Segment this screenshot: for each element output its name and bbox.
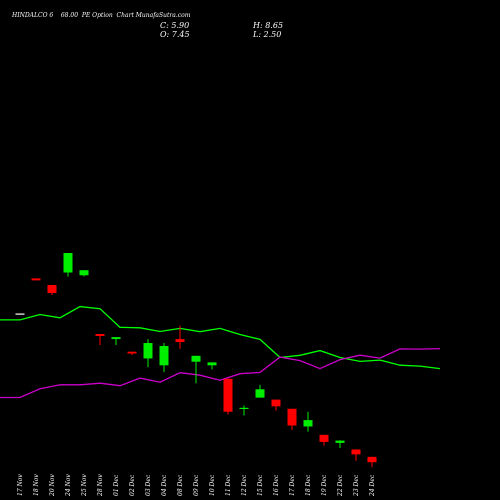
x-tick-label: 23 Dec [353, 474, 360, 497]
line-green-series [0, 305, 441, 370]
candle-body [351, 449, 361, 455]
x-tick-label: 17 Dec [289, 474, 296, 496]
candle-body [303, 420, 313, 427]
x-tick-label: 04 Dec [161, 474, 168, 496]
x-tick-label: 16 Dec [273, 474, 280, 496]
candle-12 [207, 362, 217, 370]
candle-11 [191, 355, 201, 384]
candle-9 [159, 343, 169, 373]
candle-5 [95, 334, 105, 345]
x-tick-label: 15 Dec [257, 474, 264, 496]
candle-15 [255, 384, 265, 398]
x-tick-label: 20 Nov [49, 474, 56, 497]
candle-16 [271, 399, 281, 411]
x-tick-label: 19 Dec [321, 474, 328, 496]
candle-0 [15, 313, 25, 315]
low-value: L: 2.50 [252, 30, 281, 39]
candle-body [143, 343, 153, 359]
x-axis-ticks: 17 Nov 18 Nov 20 Nov 24 Nov 25 Nov 28 Nov 01 D… [17, 474, 376, 497]
x-tick-label: 11 Dec [225, 474, 232, 496]
candle-22 [367, 456, 377, 468]
candle-body [127, 351, 137, 354]
candle-3 [63, 252, 73, 277]
x-tick-label: 10 Dec [209, 474, 216, 496]
candle-body [271, 399, 281, 407]
candle-body [47, 284, 57, 293]
candles [15, 252, 377, 468]
candle-body [159, 345, 169, 366]
candle-20 [335, 440, 345, 448]
candle-7 [127, 351, 137, 355]
x-tick-label: 12 Dec [241, 474, 248, 496]
candle-body [367, 456, 377, 463]
candle-6 [111, 337, 121, 345]
candle-body [239, 407, 249, 409]
x-tick-label: 28 Nov [97, 474, 104, 497]
chart-title: HINDALCO 6 68.00 PE Option Chart MunafaS… [11, 12, 191, 19]
close-value: C: 5.90 [160, 21, 189, 30]
candle-8 [143, 339, 153, 368]
x-tick-label: 02 Dec [129, 474, 136, 496]
candle-2 [47, 284, 57, 295]
candle-body [287, 408, 297, 426]
candle-18 [303, 411, 313, 432]
x-tick-label: 18 Nov [33, 474, 40, 496]
x-tick-label: 01 Dec [113, 474, 120, 496]
candle-body [15, 313, 25, 315]
high-value: H: 8.65 [252, 21, 283, 30]
candle-body [191, 355, 201, 362]
x-tick-label: 25 Nov [81, 474, 88, 497]
candle-body [31, 278, 41, 281]
candle-19 [319, 434, 329, 446]
candle-1 [31, 278, 41, 281]
candle-body [79, 270, 89, 276]
candle-21 [351, 449, 361, 461]
x-tick-label: 09 Dec [193, 474, 200, 496]
x-tick-label: 18 Dec [305, 474, 312, 496]
candle-10 [175, 325, 185, 349]
candle-body [207, 362, 217, 366]
x-tick-label: 17 Nov [17, 474, 24, 496]
indicator-lines [0, 305, 441, 399]
candle-body [95, 334, 105, 336]
x-tick-label: 08 Dec [177, 474, 184, 496]
x-tick-label: 22 Dec [337, 474, 344, 497]
candle-body [255, 389, 265, 398]
x-tick-label: 03 Dec [145, 474, 152, 496]
candle-13 [223, 378, 233, 415]
candle-body [319, 434, 329, 442]
candle-body [223, 378, 233, 412]
candle-17 [287, 408, 297, 430]
open-value: O: 7.45 [160, 30, 190, 39]
candle-4 [79, 270, 89, 277]
candle-body [63, 252, 73, 273]
line-magenta-series [0, 347, 441, 399]
candle-body [175, 339, 185, 343]
x-tick-label: 24 Nov [65, 474, 72, 497]
x-tick-label: 24 Dec [369, 474, 376, 497]
candle-14 [239, 405, 249, 416]
candle-body [111, 337, 121, 340]
candle-body [335, 440, 345, 443]
